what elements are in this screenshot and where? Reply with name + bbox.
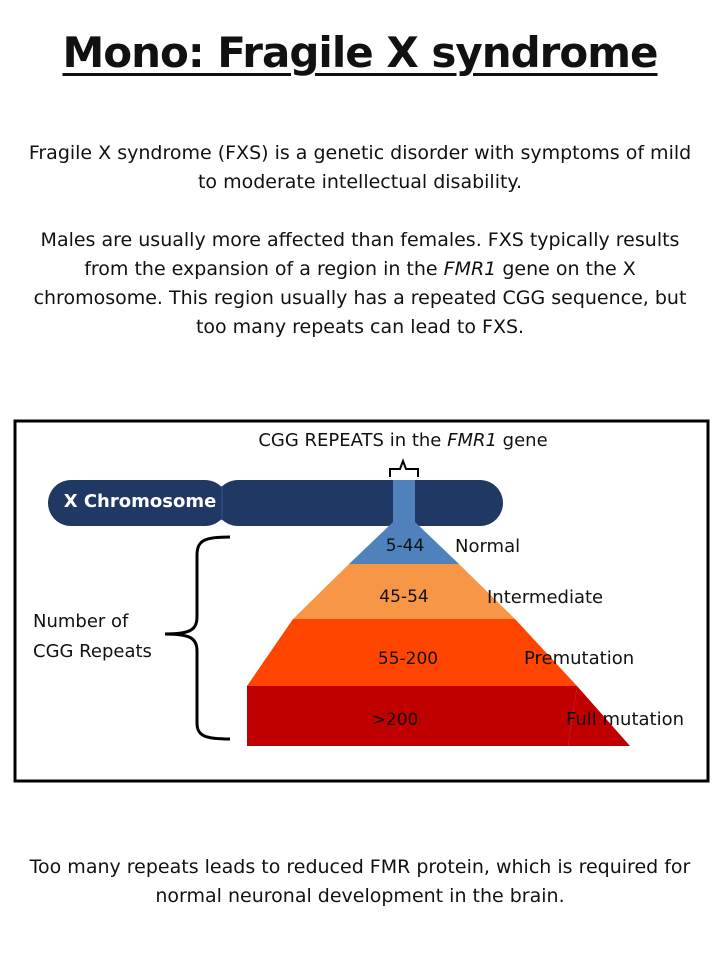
intro-paragraph-1: Fragile X syndrome (FXS) is a genetic di… — [28, 142, 692, 193]
repeats-curly-brace — [164, 535, 231, 741]
chromosome-label: X Chromosome — [64, 491, 217, 512]
diagram-header: CGG REPEATS in the FMR1 gene — [258, 430, 547, 451]
repeats-axis-label-line2: CGG Repeats — [33, 641, 152, 662]
chromosome-left-arm — [48, 480, 228, 526]
page-title-text: Mono: Fragile X syndrome — [62, 28, 658, 77]
conclusion-paragraph: Too many repeats leads to reduced FMR pr… — [29, 856, 691, 907]
tier-intermediate-label: Intermediate — [487, 587, 603, 608]
tier-full-mutation-base — [568, 686, 630, 746]
diagram-header-gene: FMR1 — [447, 430, 497, 451]
intro-paragraph-2: Males are usually more affected than fem… — [20, 226, 700, 342]
gene-region-stem — [393, 480, 415, 524]
chromosome-right-arm — [215, 480, 503, 526]
tier-normal-shape — [349, 522, 459, 564]
tier-full-mutation-range: >200 — [372, 710, 419, 730]
tier-premutation-shape — [247, 619, 577, 686]
repeats-axis-label-line1: Number of — [33, 611, 129, 632]
gene-name-fmr1: FMR1 — [443, 258, 497, 280]
intro-text-after-gene: gene on the X chromosome. This region us… — [33, 258, 687, 338]
tier-premutation-label: Premutation — [524, 648, 634, 669]
tier-intermediate-range: 45-54 — [379, 587, 428, 607]
page-title: Mono: Fragile X syndrome — [0, 28, 720, 77]
tier-normal-label: Normal — [455, 536, 520, 557]
diagram-header-suffix: gene — [497, 430, 548, 451]
tier-full-mutation-shape — [247, 686, 577, 746]
tier-intermediate-shape — [293, 564, 515, 619]
diagram-header-prefix: CGG REPEATS in the — [258, 430, 447, 451]
repeats-axis-label: Number of CGG Repeats — [33, 611, 152, 662]
intro-text-before-gene: Males are usually more affected than fem… — [40, 229, 680, 280]
tier-normal-range: 5-44 — [386, 536, 425, 556]
tier-premutation-range: 55-200 — [378, 649, 438, 669]
tier-full-mutation-label: Full mutation — [566, 709, 684, 730]
gene-region-bracket — [389, 458, 419, 477]
